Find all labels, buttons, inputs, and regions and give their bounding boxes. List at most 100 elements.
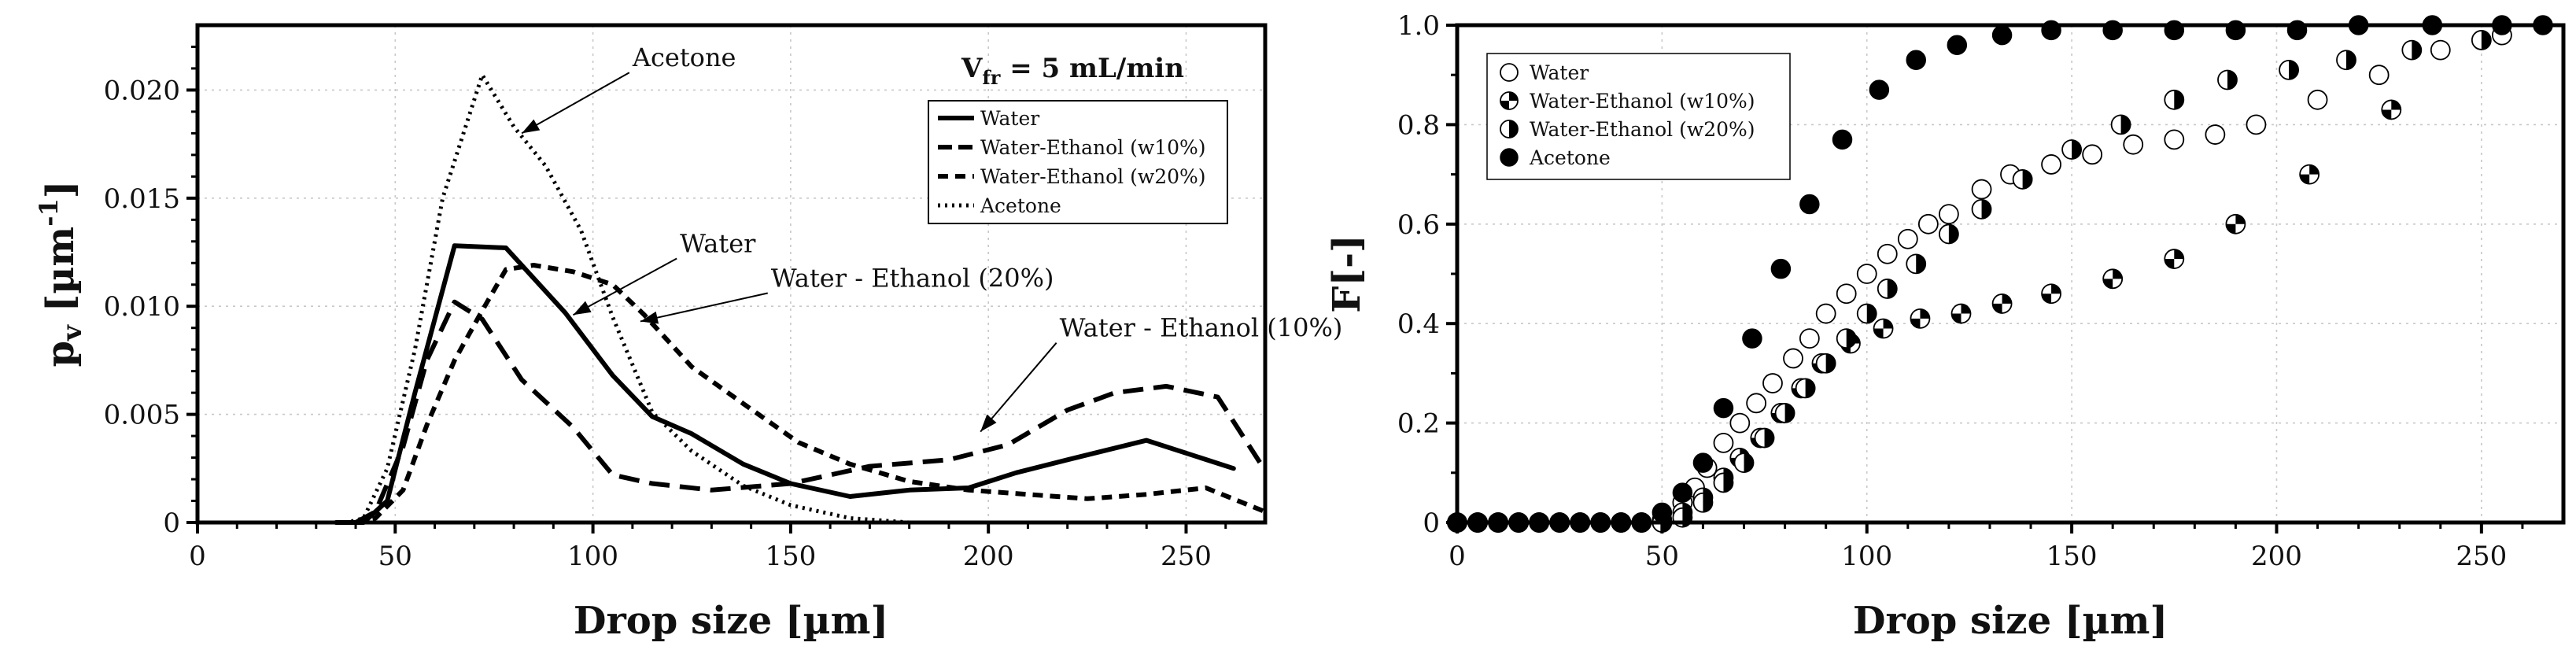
point-water-ethanol-w20 (2217, 69, 2238, 90)
point-water-ethanol-w20 (2164, 89, 2185, 110)
point-water-ethanol-w20 (1774, 403, 1795, 423)
point-water-ethanol-w20 (1856, 303, 1877, 324)
point-water (2123, 134, 2144, 155)
point-water-ethanol-w10 (1950, 303, 1972, 324)
left-legend: Water Water-Ethanol (w10%) Water-Ethanol (… (928, 100, 1228, 224)
legend-label-water: Water (980, 107, 1039, 130)
left-y-tick-label: 0.020 (104, 75, 180, 106)
left-chart: Acetone Water Water - Ethanol (20%)Water -… (34, 23, 1343, 643)
right-y-tick-label: 1.0 (1397, 10, 1440, 42)
right-x-tick-label: 150 (2046, 541, 2098, 572)
right-x-tick-label: 100 (1841, 541, 1892, 572)
point-water-ethanol-w20 (1906, 253, 1927, 275)
point-water (2205, 124, 2226, 145)
left-x-tick-label: 250 (1161, 541, 1212, 572)
point-water (1746, 393, 1767, 414)
point-water (1799, 328, 1820, 349)
point-water (1917, 213, 1939, 234)
point-water-ethanol-w20 (1795, 378, 1816, 399)
left-grid (197, 25, 1265, 523)
point-water-ethanol-w10 (2164, 249, 2185, 269)
right-x-tick-label: 250 (2456, 541, 2507, 572)
point-water-ethanol-w10 (2381, 99, 2402, 120)
point-water-ethanol-w20 (1713, 472, 1734, 493)
annotation-arrow-line (980, 342, 1057, 433)
point-water-ethanol-w20 (2336, 50, 2356, 71)
point-water-ethanol-w10 (2041, 283, 2061, 305)
point-water (2430, 39, 2451, 61)
point-acetone (1713, 397, 1734, 419)
left-x-tick-label: 0 (189, 541, 206, 572)
annotation-arrow-line (572, 257, 677, 316)
right-series-layer (1447, 15, 2553, 533)
point-water-ethanol-w20 (2061, 139, 2083, 160)
point-water-ethanol-w20 (2012, 169, 2033, 190)
point-acetone (1770, 258, 1792, 279)
point-water (2041, 154, 2061, 175)
annotation-arrow-head (522, 119, 541, 134)
point-water-ethanol-w20 (1877, 279, 1898, 299)
series-line-water-ethanol-w20 (355, 263, 1267, 525)
annotation-label-water-ethanol-10: Water - Ethanol (10%) (1060, 313, 1343, 343)
point-water-ethanol-w20 (2401, 39, 2423, 61)
right-legend: Water Water-Ethanol (w10%) Water-Ethanol (… (1486, 53, 1791, 180)
point-water (1938, 204, 1959, 225)
point-acetone (1991, 24, 2013, 46)
point-acetone (1832, 129, 1853, 150)
point-acetone (1742, 328, 1762, 349)
right-legend-box (1486, 53, 1791, 180)
point-acetone (1869, 79, 1890, 100)
left-x-axis-title: Drop size [µm] (574, 599, 888, 643)
legend-marker-water (1500, 63, 1519, 82)
point-water (1713, 432, 1734, 453)
point-water-ethanol-w20 (2110, 114, 2131, 135)
point-water (2246, 114, 2267, 135)
right-chart: 0 50 100 150 200 250 0 0.2 0.4 0.6 0.8 1.0 Drop siz… (1325, 10, 2566, 643)
point-water-ethanol-w10 (1910, 308, 1931, 329)
point-water-ethanol-w20 (1815, 353, 1836, 374)
left-x-tick-label: 200 (963, 541, 1014, 572)
point-water-ethanol-w20 (1754, 427, 1775, 449)
right-x-axis-title: Drop size [µm] (1853, 599, 2168, 643)
left-ticks: 0 50 100 150 200 250 0 0.005 0.010 0.015 0.020 (104, 45, 1227, 572)
point-water (1815, 303, 1836, 324)
point-acetone (1799, 194, 1820, 215)
legend-label-water-ethanol-w20: Water-Ethanol (w20%) (980, 165, 1206, 188)
left-x-tick-label: 100 (567, 541, 618, 572)
right-y-tick-label: 0.4 (1397, 308, 1440, 340)
point-water-ethanol-w20 (1971, 198, 1992, 220)
right-y-axis-title: F[-] (1325, 234, 1369, 312)
annotation-label-water: Water (680, 229, 756, 259)
series-line-acetone (316, 72, 1265, 525)
point-water-ethanol-w20 (2279, 59, 2300, 80)
legend-label-acetone: Acetone (980, 194, 1061, 217)
series-line-water (333, 243, 1236, 525)
annotation-arrow-head (980, 414, 997, 432)
point-water (1877, 243, 1898, 264)
annotation-arrow-line (521, 72, 630, 135)
left-legend-box (928, 100, 1228, 224)
legend-marker-acetone (1500, 148, 1519, 167)
right-x-tick-label: 0 (1449, 541, 1466, 572)
left-y-tick-label: 0.010 (104, 291, 180, 323)
left-annotations: Acetone Water Water - Ethanol (20%)Water -… (521, 42, 1343, 433)
right-y-tick-label: 0.8 (1397, 109, 1440, 141)
left-y-tick-label: 0.005 (104, 400, 180, 431)
annotation-label-acetone: Acetone (632, 42, 736, 72)
point-water (1897, 228, 1918, 249)
point-water-ethanol-w10 (1873, 318, 1894, 339)
left-y-tick-label: 0 (163, 508, 180, 539)
point-water (2307, 89, 2328, 110)
point-water (2164, 129, 2185, 150)
point-water (1971, 179, 1992, 200)
legend-marker-water-ethanol-w20 (1500, 120, 1519, 138)
legend-marker-water-ethanol-w10 (1500, 91, 1519, 110)
point-water (1729, 412, 1751, 434)
point-acetone (1652, 502, 1673, 523)
point-water-ethanol-w10 (2102, 268, 2124, 290)
left-series-layer (316, 72, 1268, 525)
left-plot-frame (195, 23, 1268, 525)
point-acetone (1692, 452, 1714, 473)
series-line-water-ethanol-w10 (354, 299, 1268, 525)
